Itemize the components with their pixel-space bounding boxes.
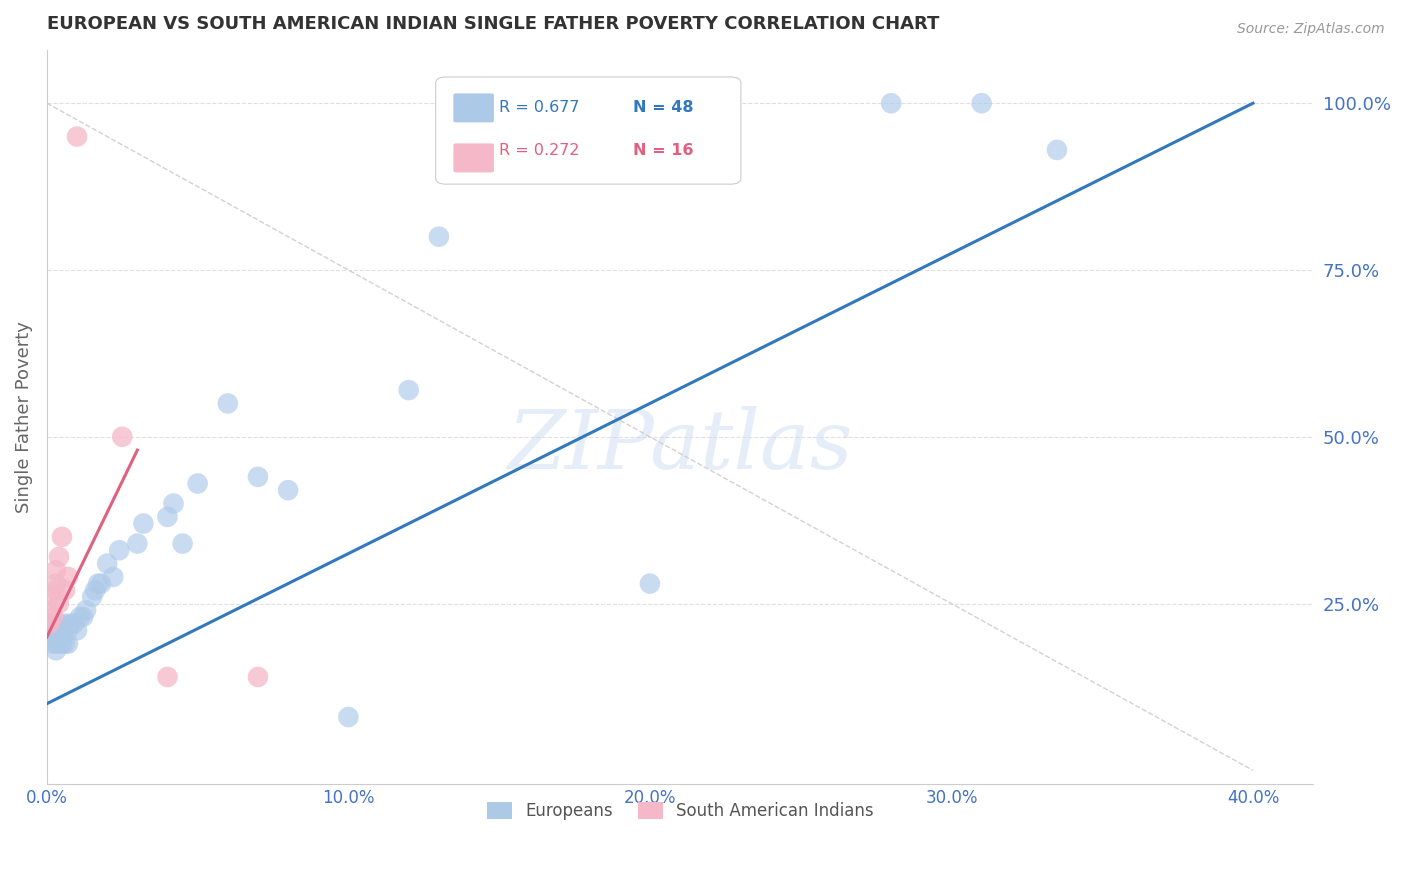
Point [187,476,209,491]
Text: N = 16: N = 16 [633,143,693,158]
Point [48,630,70,644]
Point [42,630,65,644]
Point [42,637,65,651]
Point [427,229,450,244]
Point [38,630,60,644]
Text: EUROPEAN VS SOUTH AMERICAN INDIAN SINGLE FATHER POVERTY CORRELATION CHART: EUROPEAN VS SOUTH AMERICAN INDIAN SINGLE… [46,15,939,33]
Point [90,576,112,591]
Point [53,616,76,631]
Point [48,616,70,631]
Point [156,509,179,524]
Point [108,543,131,558]
Point [72,610,94,624]
FancyBboxPatch shape [436,77,741,184]
Point [56,570,79,584]
Point [103,570,125,584]
Point [48,624,70,638]
Text: R = 0.677: R = 0.677 [499,100,579,115]
Point [42,590,65,604]
Point [63,616,86,631]
Point [217,396,239,410]
Point [277,483,299,498]
Point [45,576,67,591]
Point [51,630,73,644]
Point [172,536,194,550]
Point [38,624,60,638]
Point [69,610,91,624]
Point [246,670,269,684]
Point [45,583,67,598]
Point [638,576,661,591]
Point [56,624,79,638]
Point [111,430,134,444]
Point [53,583,76,598]
Point [66,624,89,638]
Point [45,563,67,577]
Point [38,616,60,631]
Text: N = 48: N = 48 [633,100,693,115]
Point [156,670,179,684]
Point [970,96,993,111]
Point [42,610,65,624]
Point [45,637,67,651]
Text: ZIPatlas: ZIPatlas [508,406,853,486]
Text: Source: ZipAtlas.com: Source: ZipAtlas.com [1237,22,1385,37]
Point [45,643,67,657]
Point [132,516,155,531]
FancyBboxPatch shape [453,144,494,172]
Point [337,710,360,724]
Point [48,549,70,564]
Legend: Europeans, South American Indians: Europeans, South American Indians [479,796,880,827]
Point [127,536,149,550]
Point [87,576,110,591]
Point [84,583,107,598]
Point [53,637,76,651]
Point [38,603,60,617]
Point [96,557,118,571]
Point [56,637,79,651]
Point [246,470,269,484]
Point [45,624,67,638]
Point [880,96,903,111]
Point [45,630,67,644]
Text: R = 0.272: R = 0.272 [499,143,579,158]
Point [51,624,73,638]
Y-axis label: Single Father Poverty: Single Father Poverty [15,321,32,513]
Point [60,616,83,631]
Point [51,530,73,544]
Point [82,590,104,604]
Point [398,383,420,397]
Point [48,597,70,611]
Point [75,603,97,617]
FancyBboxPatch shape [453,94,494,122]
Point [66,129,89,144]
Point [1046,143,1069,157]
Point [162,496,184,510]
Point [42,616,65,631]
Point [51,637,73,651]
